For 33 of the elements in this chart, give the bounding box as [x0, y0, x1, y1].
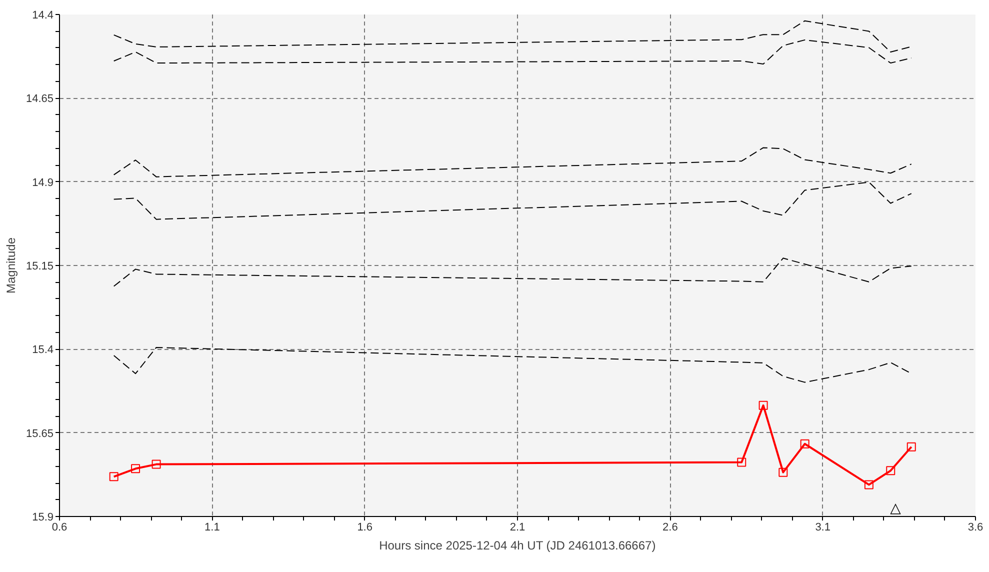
- point: [131, 464, 140, 474]
- y-tick-label: 15.9: [32, 512, 54, 524]
- x-tick-label: 1.1: [204, 522, 220, 534]
- line-series: [113, 20, 912, 52]
- annotation: △: [890, 500, 902, 516]
- x-axis-title: Hours since 2025-12-04 4h UT (JD 2461013.66667): [379, 538, 656, 552]
- point: [737, 458, 746, 467]
- line-series: [113, 346, 912, 383]
- y-tick-label: 14.9: [32, 176, 54, 189]
- point: [778, 468, 788, 477]
- point: [886, 466, 896, 476]
- line-series: [113, 258, 912, 287]
- point: [109, 472, 118, 482]
- y-tick-label: 15.15: [26, 260, 54, 272]
- point: [152, 460, 161, 469]
- x-tick-label: 2.1: [510, 522, 526, 534]
- x-tick-label: 3.6: [968, 522, 984, 534]
- point: [906, 442, 916, 452]
- y-tick-label: 14.4: [32, 10, 54, 22]
- x-tick-label: 1.6: [357, 522, 372, 534]
- line-series: [113, 147, 912, 178]
- x-tick-label: 2.6: [662, 522, 678, 534]
- point: [800, 439, 810, 448]
- y-tick-label: 14.65: [26, 93, 54, 106]
- point: [758, 400, 768, 410]
- y-tick-label: 15.65: [26, 428, 54, 440]
- x-tick-label: 0.6: [52, 522, 68, 534]
- x-tick-label: 3.1: [815, 522, 830, 534]
- y-axis-title: Magnitude: [4, 237, 18, 294]
- point: [864, 480, 874, 490]
- line-series: [113, 182, 912, 220]
- y-tick-label: 15.4: [32, 344, 54, 356]
- line-series: [113, 39, 912, 65]
